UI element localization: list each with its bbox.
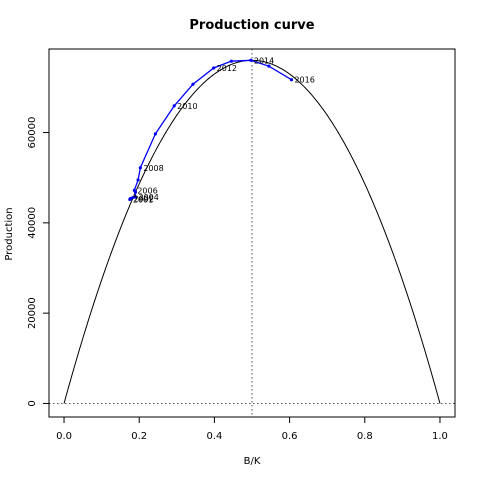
data-point-2006 <box>132 188 136 192</box>
data-point-2009 <box>153 132 157 136</box>
year-label-2008: 2008 <box>143 164 163 173</box>
y-axis-ticks: 0 20000 40000 60000 <box>27 117 49 407</box>
data-point-2015 <box>267 64 271 68</box>
year-label-2016: 2016 <box>294 76 314 85</box>
data-point-2007 <box>136 178 140 182</box>
x-tick-label: 0.8 <box>357 431 373 442</box>
year-label-2010: 2010 <box>177 102 197 111</box>
year-label-2006: 2006 <box>137 186 157 195</box>
y-tick-label: 0 <box>27 400 38 406</box>
chart-title: Production curve <box>189 18 314 33</box>
data-point-2003 <box>131 195 135 200</box>
data-point-2004 <box>133 195 138 199</box>
year-label-2004: 2004 <box>138 193 158 202</box>
data-point-2016 <box>289 78 294 82</box>
y-tick-label: 20000 <box>27 297 38 329</box>
data-point-2008 <box>138 166 142 170</box>
x-tick-label: 0.2 <box>131 431 147 442</box>
x-tick-label: 1.0 <box>432 431 448 442</box>
data-point-2013 <box>229 59 233 63</box>
data-point-2014 <box>249 58 253 62</box>
x-tick-label: 0.6 <box>282 431 298 442</box>
x-axis-label: B/K <box>244 456 261 467</box>
x-tick-label: 0.4 <box>206 431 222 442</box>
data-point-2012 <box>212 66 216 70</box>
year-label-2014: 2014 <box>254 56 274 65</box>
y-tick-label: 60000 <box>27 117 38 149</box>
year-label-2012: 2012 <box>217 64 237 73</box>
y-tick-label: 40000 <box>27 207 38 239</box>
y-axis-label: Production <box>4 207 15 260</box>
plot-frame <box>48 48 456 418</box>
data-point-2011 <box>191 82 195 86</box>
year-label-2002: 2002 <box>134 194 154 203</box>
year-label-2001: 2001 <box>133 195 153 204</box>
x-tick-label: 0.0 <box>56 431 72 442</box>
data-point-2010 <box>172 104 176 108</box>
x-axis-ticks: 0.0 0.2 0.4 0.6 0.8 1.0 <box>56 417 448 442</box>
